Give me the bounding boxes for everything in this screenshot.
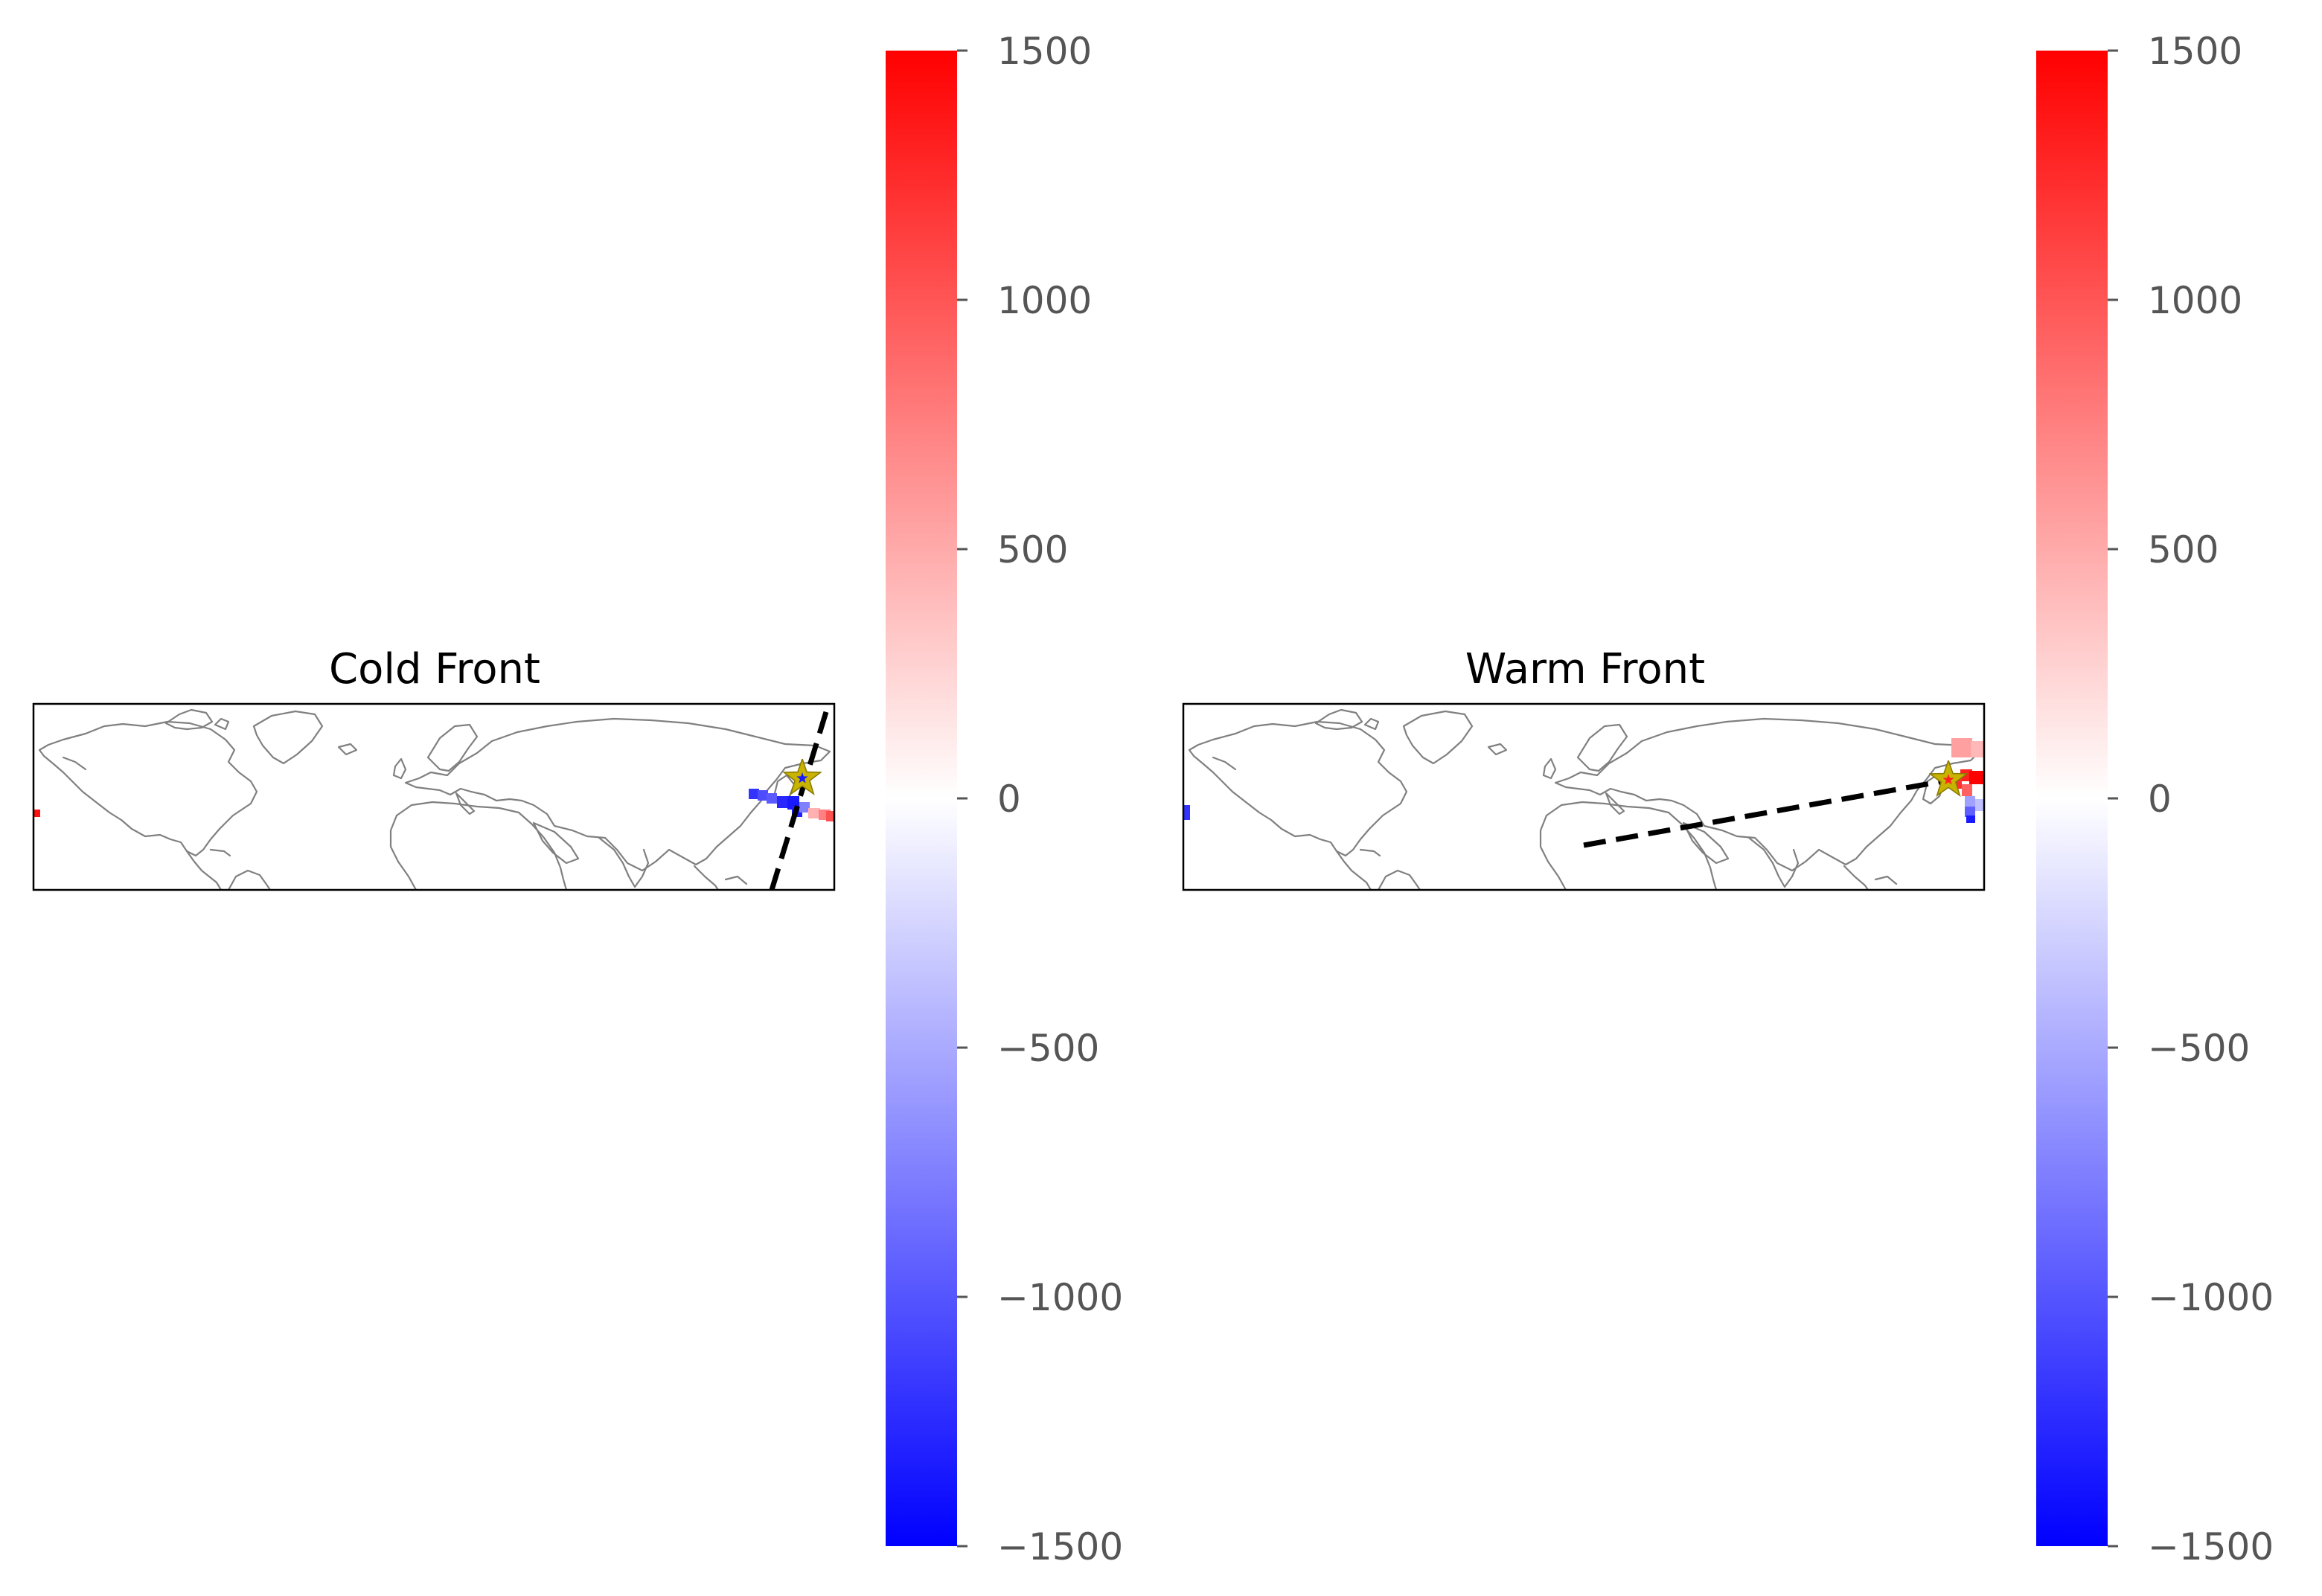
panel-title-warm: Warm Front: [1465, 645, 1705, 693]
colorbar-tick-label: −1000: [2148, 1276, 2274, 1319]
colorbar-tick-label: 500: [997, 528, 1068, 571]
colorbar-ticks-cold: 1500 1000 500 0 −500 −1000 −1500: [957, 30, 1123, 1568]
panel-warm-front: Warm Front: [1182, 30, 2274, 1568]
map-warm-front: [1182, 702, 1986, 891]
colorbar-warm: 1500 1000 500 0 −500 −1000 −1500: [2036, 30, 2274, 1568]
colorbar-ticks-warm: 1500 1000 500 0 −500 −1000 −1500: [2108, 30, 2274, 1568]
map-frame-cold: [32, 702, 836, 891]
anomaly-cells-cold: [34, 789, 834, 821]
colorbar-tick-label: 1000: [2148, 279, 2242, 322]
colorbar-tick-label: −500: [997, 1027, 1099, 1070]
colorbar-tick-label: 1500: [997, 30, 1092, 73]
colorbar-tick-label: −1000: [997, 1276, 1123, 1319]
front-line-warm: [1583, 777, 1952, 848]
anomaly-cells-warm: [1184, 738, 1984, 823]
colorbar-tick-label: 1000: [997, 279, 1092, 322]
colorbar-tick-label: 1500: [2148, 30, 2242, 73]
coastlines-warm: [1188, 708, 1981, 890]
panel-title-cold: Cold Front: [329, 645, 540, 693]
colorbar-cold: 1500 1000 500 0 −500 −1000 −1500: [886, 30, 1123, 1568]
colorbar-gradient-cold: [886, 51, 957, 1546]
coastlines-cold: [38, 708, 831, 890]
panel-cold-front: Cold Front: [32, 30, 1123, 1568]
map-cold-front: [32, 702, 836, 891]
colorbar-gradient-warm: [2036, 51, 2108, 1546]
colorbar-tick-label: 500: [2148, 528, 2219, 571]
colorbar-tick-label: 0: [997, 778, 1021, 821]
colorbar-tick-label: −1500: [997, 1525, 1123, 1568]
colorbar-tick-label: −500: [2148, 1027, 2250, 1070]
colorbar-tick-label: −1500: [2148, 1525, 2274, 1568]
map-frame-warm: [1182, 702, 1986, 891]
colorbar-tick-label: 0: [2148, 778, 2172, 821]
